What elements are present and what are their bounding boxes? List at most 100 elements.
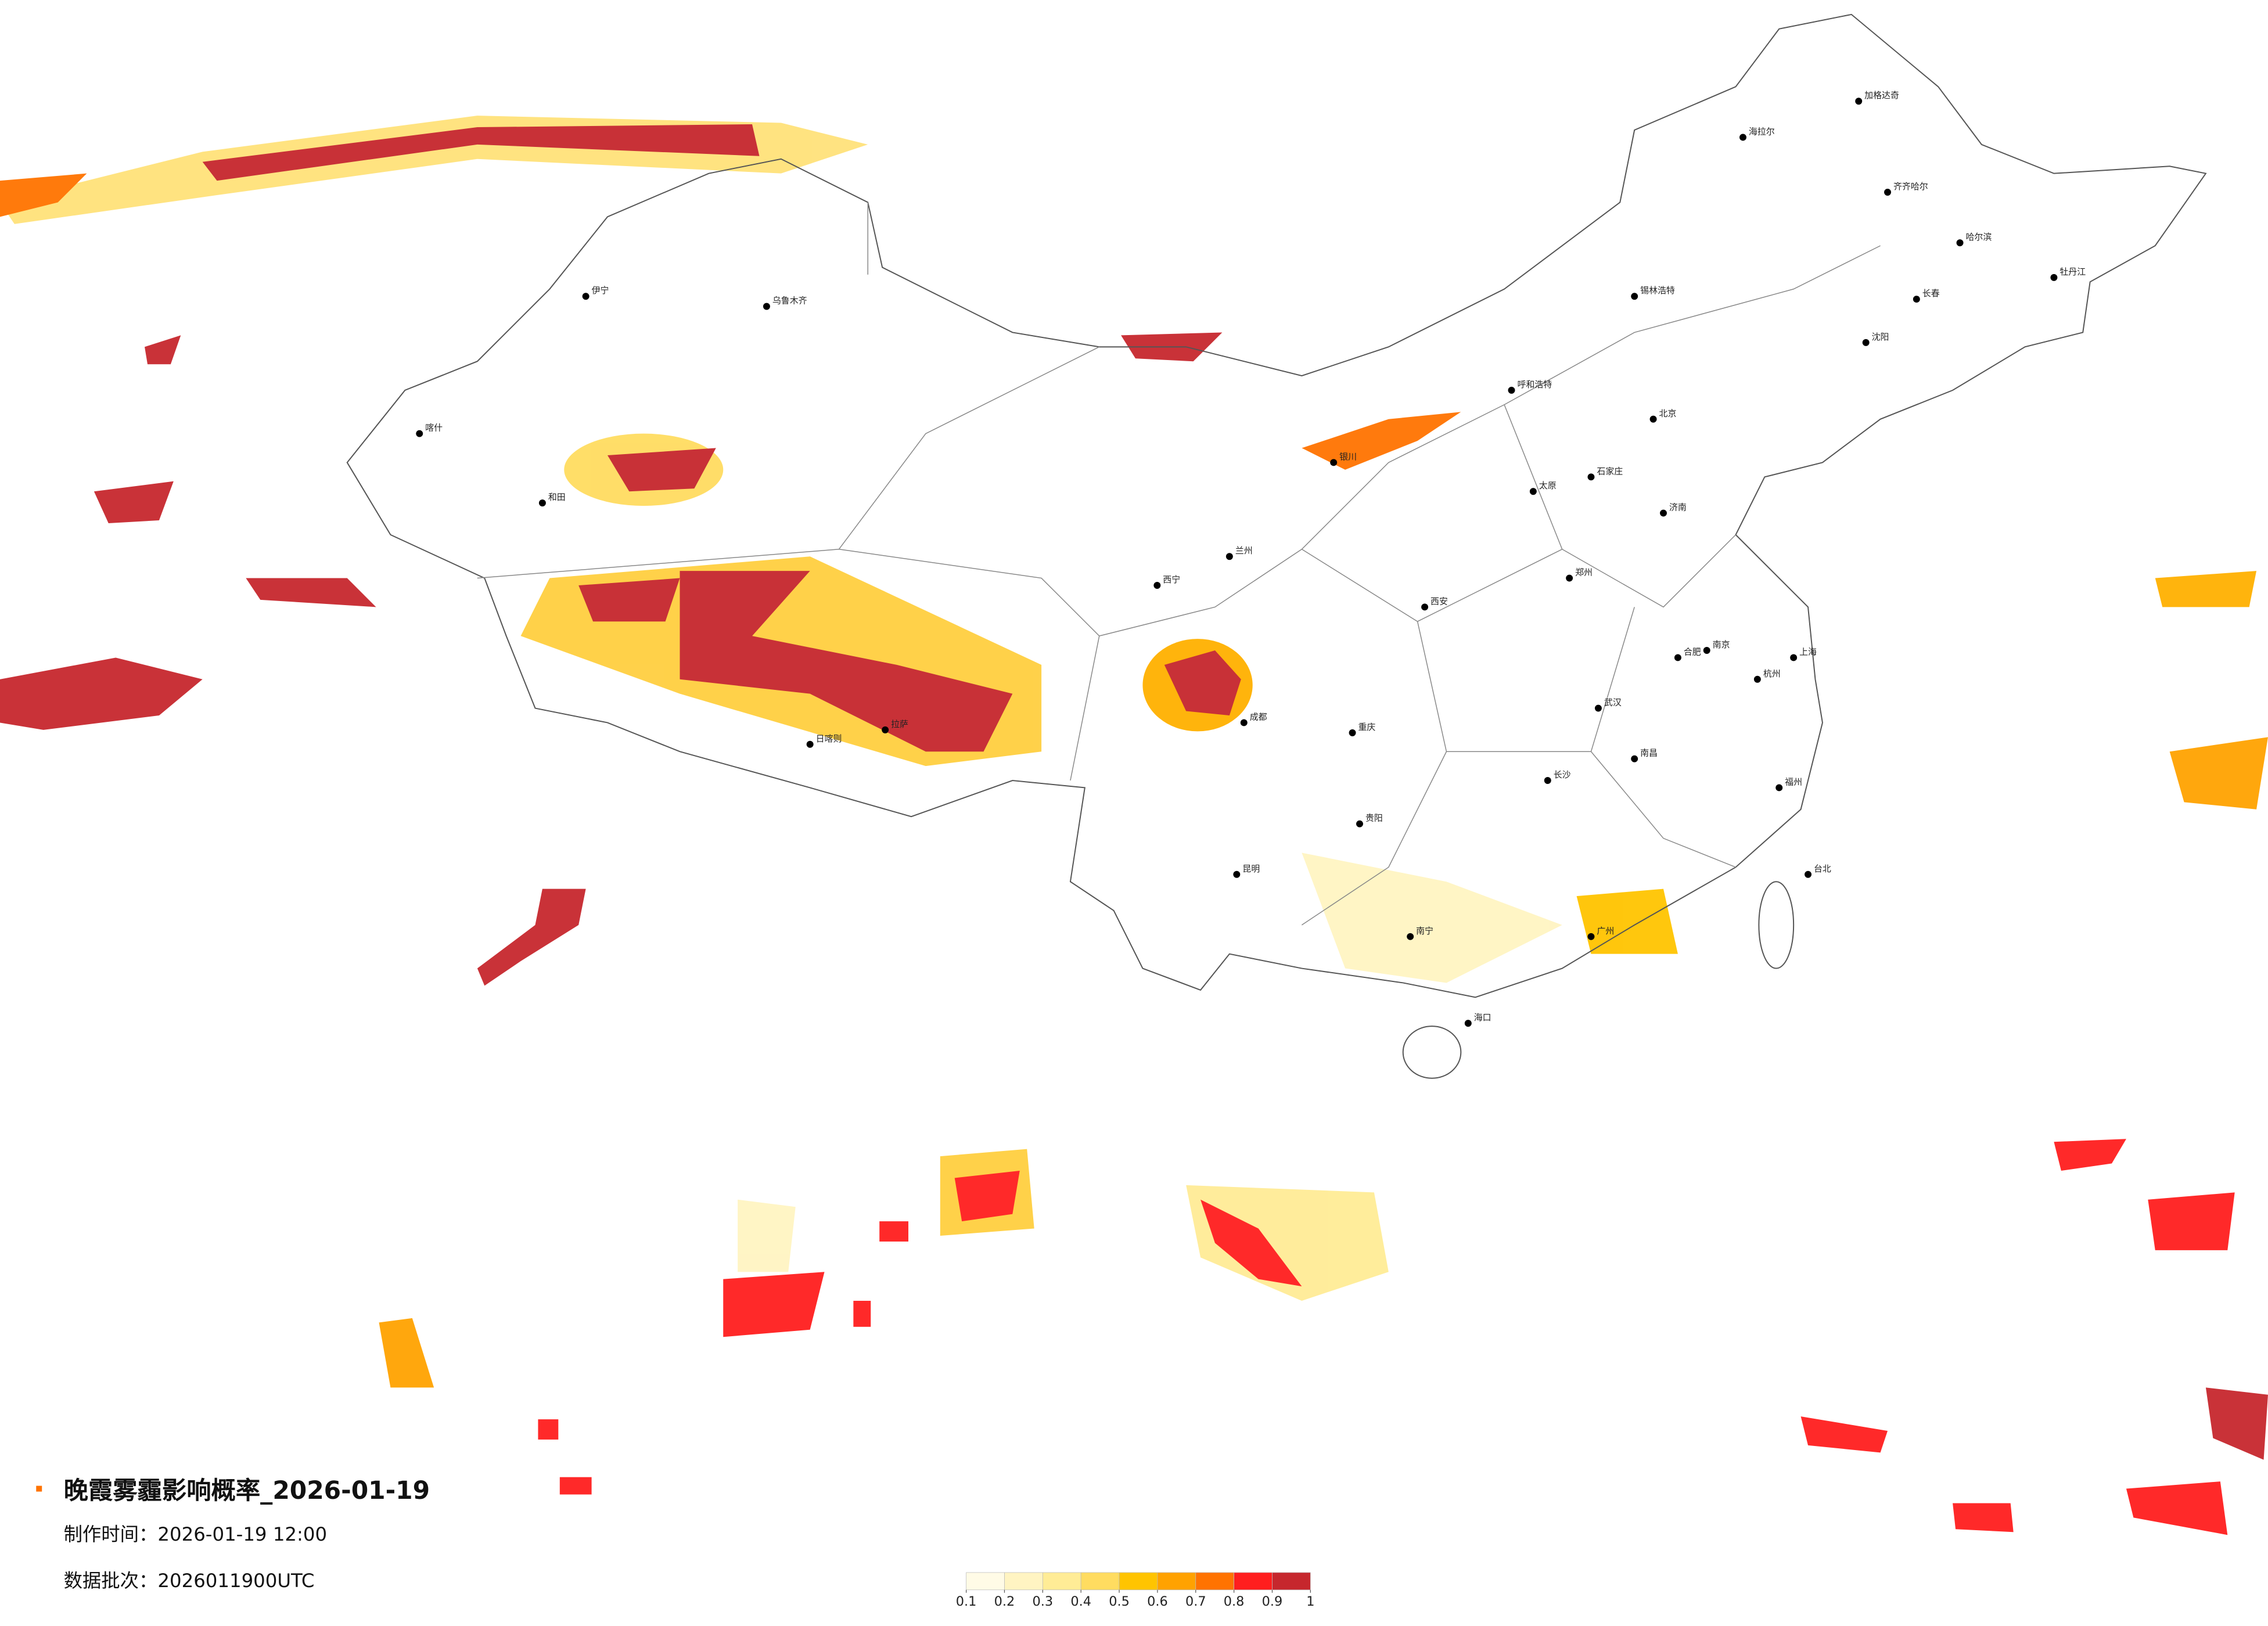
heat-area — [1201, 1199, 1302, 1287]
city-label: 福州 — [1785, 776, 1802, 787]
city-label: 杭州 — [1763, 668, 1781, 679]
city-label: 加格达奇 — [1864, 90, 1899, 100]
heat-area — [2155, 571, 2257, 607]
city-label: 南京 — [1713, 639, 1730, 650]
heat-area — [1302, 852, 1562, 983]
city-label: 西安 — [1430, 596, 1448, 606]
city-label: 成都 — [1250, 711, 1267, 722]
map-title: 晚霞雾霾影响概率_2026-01-19 — [64, 1476, 430, 1505]
city-label: 济南 — [1669, 502, 1687, 513]
city-label: 西宁 — [1163, 574, 1180, 585]
city-dot — [1913, 296, 1920, 303]
country-border — [346, 13, 2207, 998]
city-label: 石家庄 — [1597, 466, 1623, 476]
colorbar-cell — [1272, 1572, 1311, 1591]
city-dot — [1753, 675, 1761, 683]
city-label: 呼和浩特 — [1517, 379, 1552, 390]
colorbar-tick-label: 0.5 — [1109, 1594, 1130, 1609]
city-dot — [1544, 777, 1551, 784]
heat-area — [1186, 1185, 1389, 1301]
city-dot — [582, 293, 590, 300]
colorbar-cell — [1042, 1572, 1081, 1591]
colorbar-cell — [966, 1572, 1005, 1591]
city-label: 拉萨 — [891, 719, 908, 729]
city-dot — [1330, 459, 1338, 466]
city-label: 海拉尔 — [1749, 126, 1775, 136]
heat-area — [1302, 412, 1461, 470]
colorbar-cell — [1004, 1572, 1043, 1591]
city-dot — [1464, 1020, 1472, 1027]
city-dot — [1225, 553, 1233, 560]
city-label: 台北 — [1814, 864, 1831, 874]
city-label: 南宁 — [1416, 926, 1433, 936]
heat-area — [202, 124, 760, 181]
city-label: 上海 — [1799, 646, 1817, 657]
heat-area — [879, 1221, 908, 1242]
colorbar-tick-label: 0.9 — [1262, 1594, 1283, 1609]
city-label: 北京 — [1659, 408, 1677, 419]
heat-layer — [0, 116, 2268, 1535]
heat-area — [954, 1171, 1020, 1222]
borders — [346, 13, 2207, 1079]
city-dot — [1566, 574, 1573, 582]
city-dot — [1631, 293, 1638, 300]
city-label: 沈阳 — [1872, 332, 1889, 342]
city-dot — [1594, 704, 1602, 712]
city-label: 郑州 — [1575, 567, 1593, 578]
heat-area — [607, 448, 716, 492]
city-dot — [1421, 603, 1429, 611]
marker — [36, 1485, 42, 1492]
island-border — [1402, 1026, 1462, 1079]
city-dot — [1775, 784, 1783, 792]
province-border — [477, 202, 1881, 926]
city-dot — [1508, 387, 1515, 394]
heat-area — [559, 1477, 592, 1495]
heat-area — [680, 571, 1013, 752]
heat-area — [723, 1272, 825, 1337]
colorbar-tick-label: 0.4 — [1070, 1594, 1091, 1609]
colorbar-tick-label: 0.1 — [956, 1594, 977, 1609]
city-dot — [1956, 239, 1964, 247]
heat-area — [1164, 650, 1241, 715]
city-dot — [1349, 729, 1356, 736]
heat-area — [0, 657, 203, 730]
island-border — [1758, 881, 1795, 969]
heat-area — [853, 1301, 871, 1327]
data-batch: 数据批次：2026011900UTC — [64, 1570, 315, 1592]
city-dot — [1790, 654, 1798, 661]
city-dot — [1862, 339, 1870, 346]
heat-area — [2205, 1387, 2268, 1460]
city-dot — [538, 499, 546, 507]
colorbar-tick-label: 0.7 — [1185, 1594, 1206, 1609]
heat-area — [2148, 1192, 2235, 1250]
city-dot — [1703, 647, 1710, 654]
city-label: 乌鲁木齐 — [772, 296, 807, 306]
colorbar-cell — [1157, 1572, 1196, 1591]
city-label: 重庆 — [1358, 722, 1376, 732]
city-label: 长春 — [1922, 288, 1940, 298]
city-dot — [1407, 933, 1414, 940]
city-label: 长沙 — [1554, 769, 1571, 780]
colorbar-tick-label: 0.2 — [994, 1594, 1015, 1609]
city-label: 南昌 — [1640, 748, 1658, 758]
colorbar-tick-label: 0.6 — [1147, 1594, 1168, 1609]
city-label: 和田 — [548, 492, 566, 502]
made-time: 制作时间：2026-01-19 12:00 — [64, 1523, 328, 1545]
city-dot — [416, 430, 423, 437]
city-dot — [1884, 189, 1891, 196]
city-dot — [1674, 654, 1681, 661]
heat-area — [477, 888, 586, 986]
colorbar-cell — [1234, 1572, 1273, 1591]
city-dot — [1587, 473, 1595, 481]
city-label: 广州 — [1597, 926, 1614, 936]
city-dot — [1240, 719, 1248, 726]
city-dot — [1649, 415, 1657, 423]
colorbar-cell — [1119, 1572, 1158, 1591]
city-dot — [1855, 98, 1863, 105]
city-label: 兰州 — [1235, 545, 1253, 556]
colorbar-cell — [1195, 1572, 1234, 1591]
city-dot — [2050, 274, 2058, 281]
city-dot — [1356, 820, 1363, 828]
